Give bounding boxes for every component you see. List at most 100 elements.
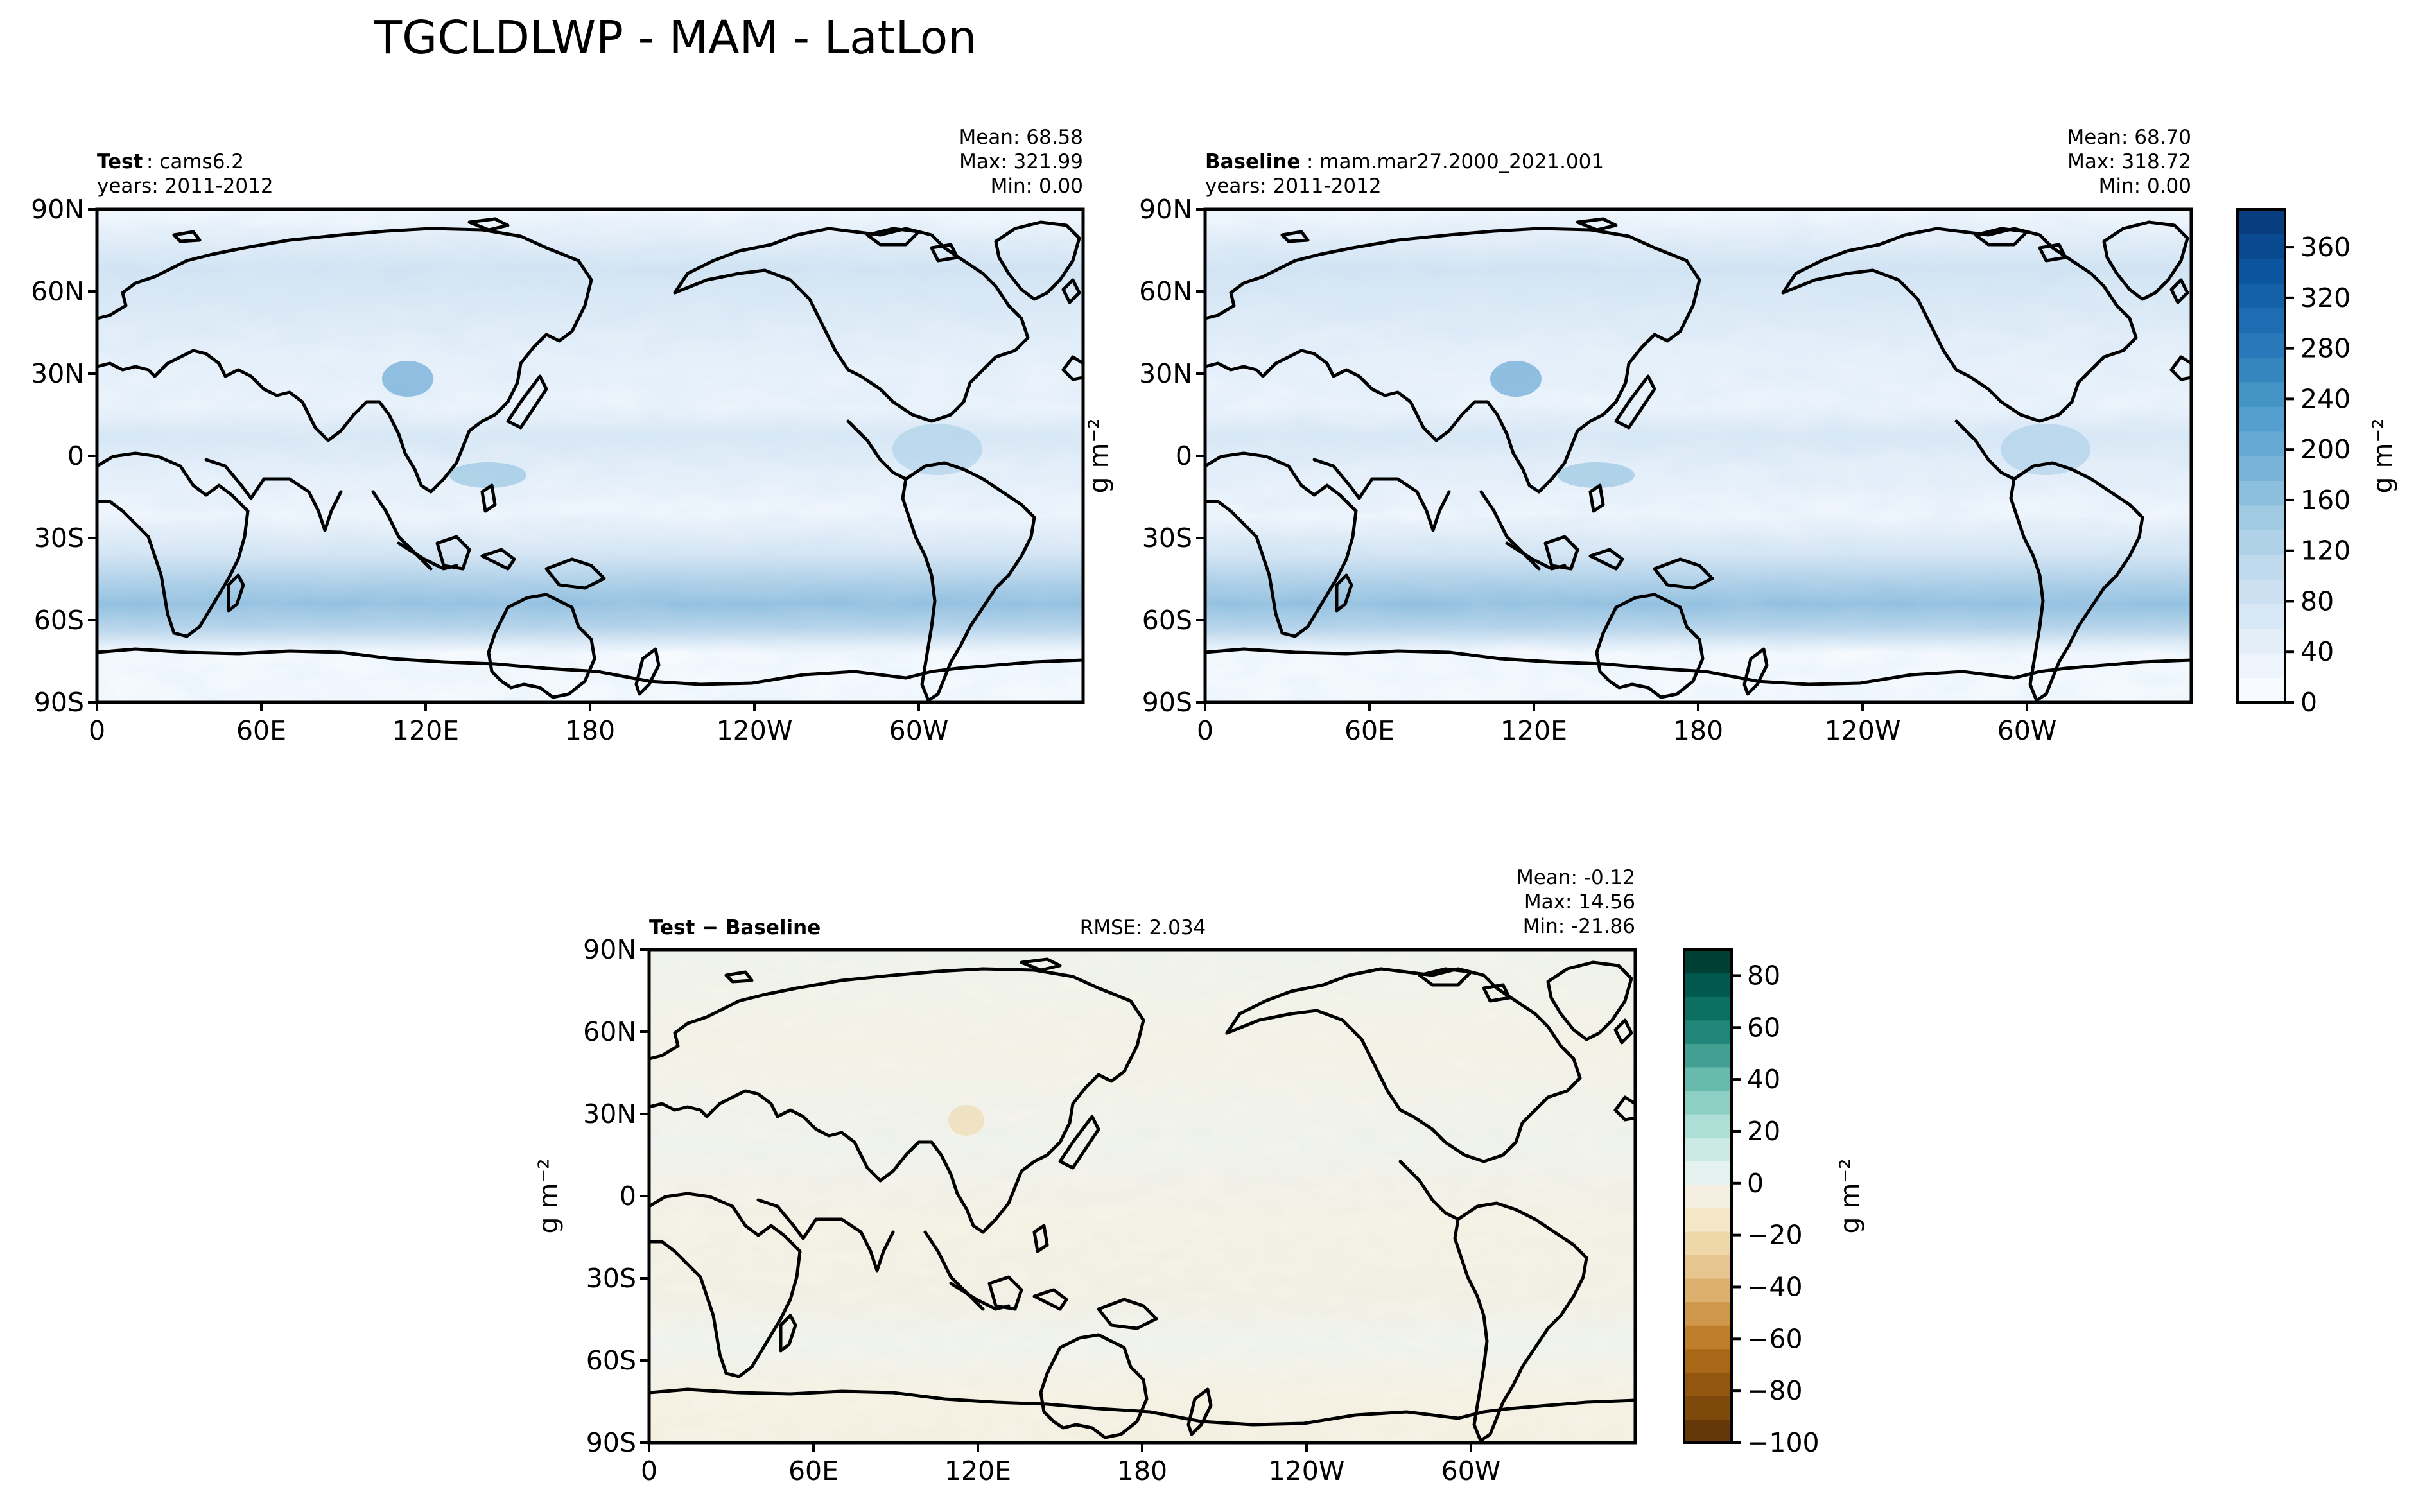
cb-top-tick-label: 320 — [2300, 282, 2351, 313]
cb-top-tick-label: 200 — [2300, 434, 2351, 465]
cb-top-swatch — [2238, 308, 2285, 333]
baseline-field-warm-pool — [1558, 462, 1635, 488]
cb-diff-tick-label: −80 — [1747, 1375, 1803, 1406]
diff-lat-tick-label: 60S — [586, 1345, 636, 1376]
test-lat-tick-label: 30S — [34, 523, 84, 553]
baseline-lon-tick-label: 60W — [1997, 715, 2057, 746]
test-label-bold: Test — [97, 150, 143, 173]
diff-lon-tick-label: 0 — [641, 1456, 657, 1486]
cb-diff-tick-label: −20 — [1747, 1220, 1803, 1251]
test-field-warm-pool — [449, 462, 526, 488]
colorbar-top: 0 40 80 120 160 200 240 280 320 360 — [2236, 208, 2351, 718]
cb-top-tick-label: 240 — [2300, 383, 2351, 414]
cb-diff-swatch — [1684, 1208, 1732, 1232]
cb-diff-swatch — [1684, 1161, 1732, 1185]
colorbar-diff-label: g m⁻² — [1834, 1158, 1865, 1233]
cb-diff-swatch — [1684, 1348, 1732, 1373]
cb-top-swatch — [2238, 357, 2285, 383]
baseline-lat-tick-label: 60S — [1142, 605, 1192, 636]
baseline-field-china-max — [1490, 361, 1542, 397]
cb-top-swatch — [2238, 628, 2285, 654]
cb-diff-tick-label: −40 — [1747, 1271, 1803, 1302]
test-lon-tick-label: 60W — [889, 715, 949, 746]
diff-lat-tick-label: 90S — [586, 1427, 636, 1458]
test-label-text: : cams6.2 — [146, 150, 244, 173]
cb-diff-swatch — [1684, 1255, 1732, 1279]
colorbar-diff: 80 60 40 20 0 −20 −40 −60 −80 −100 — [1683, 948, 1820, 1458]
cb-top-swatch — [2238, 431, 2285, 456]
diff-stat-min: Min: -21.86 — [1523, 915, 1635, 938]
diff-lon-tick-label: 60W — [1441, 1456, 1501, 1486]
cb-top-tick-label: 160 — [2300, 485, 2351, 516]
cb-diff-tick-label: −100 — [1747, 1427, 1820, 1458]
cb-diff-tick-label: 80 — [1747, 960, 1780, 991]
cb-top-swatch — [2238, 653, 2285, 679]
baseline-label-text: : mam.mar27.2000_2021.001 — [1307, 150, 1604, 173]
diff-lat-tick-label: 30S — [586, 1263, 636, 1294]
panel-test: Test : cams6.2 years: 2011-2012 Mean: 68… — [31, 126, 1085, 746]
cb-diff-swatch — [1684, 996, 1732, 1021]
cb-diff-swatch — [1684, 1325, 1732, 1350]
baseline-label-bold: Baseline — [1205, 150, 1300, 173]
baseline-stat-mean: Mean: 68.70 — [2067, 126, 2191, 149]
diff-lon-tick-label: 120W — [1269, 1456, 1345, 1486]
diff-lat-tick-label: 90N — [583, 934, 636, 965]
test-stat-mean: Mean: 68.58 — [959, 126, 1083, 149]
cb-diff-tick-label: 20 — [1747, 1116, 1780, 1147]
cb-top-swatch — [2238, 209, 2285, 234]
cb-diff-tick-label: −60 — [1747, 1323, 1803, 1354]
cb-diff-swatch — [1684, 1090, 1732, 1115]
cb-diff-swatch — [1684, 950, 1732, 974]
cb-top-swatch — [2238, 258, 2285, 284]
cb-top-swatch — [2238, 456, 2285, 481]
test-years: years: 2011-2012 — [97, 175, 274, 198]
cb-top-tick-label: 40 — [2300, 636, 2334, 667]
baseline-lat-tick-label: 0 — [1176, 440, 1192, 471]
test-lat-tick-label: 90N — [31, 194, 84, 225]
test-lat-tick-label: 90S — [34, 687, 84, 718]
test-field-amazon — [892, 424, 982, 475]
test-lat-tick-label: 30N — [31, 358, 84, 389]
diff-lat-tick-label: 30N — [583, 1099, 636, 1129]
cb-diff-tick-label: 0 — [1747, 1168, 1764, 1199]
cb-diff-swatch — [1684, 1419, 1732, 1443]
cb-diff-swatch — [1684, 1372, 1732, 1396]
baseline-lon-tick-label: 0 — [1197, 715, 1213, 746]
cb-diff-swatch — [1684, 1231, 1732, 1256]
baseline-stat-min: Min: 0.00 — [2099, 175, 2191, 198]
cb-diff-swatch — [1684, 1137, 1732, 1161]
cb-diff-frame — [1683, 948, 1733, 1444]
diff-lat-tick-label: 60N — [583, 1016, 636, 1047]
cb-top-swatch — [2238, 604, 2285, 629]
diff-lon-tick-label: 180 — [1117, 1456, 1167, 1486]
test-lon-tick-label: 180 — [565, 715, 615, 746]
test-stat-max: Max: 321.99 — [959, 150, 1083, 173]
cb-top-swatch — [2238, 406, 2285, 432]
cb-diff-tick-label: 60 — [1747, 1012, 1780, 1043]
diff-stat-max: Max: 14.56 — [1524, 891, 1635, 914]
cb-diff-swatch — [1684, 1395, 1732, 1420]
cb-diff-swatch — [1684, 1020, 1732, 1044]
cb-top-swatch — [2238, 505, 2285, 530]
test-lat-tick-label: 60N — [31, 276, 84, 307]
baseline-lon-tick-label: 120E — [1500, 715, 1567, 746]
test-lon-tick-label: 120W — [717, 715, 793, 746]
cb-diff-swatch — [1684, 1278, 1732, 1303]
test-lat-tick-label: 0 — [67, 440, 84, 471]
baseline-lat-tick-label: 60N — [1139, 276, 1192, 307]
cb-diff-swatch — [1684, 1043, 1732, 1068]
cb-top-swatch — [2238, 554, 2285, 580]
cb-top-tick-label: 280 — [2300, 333, 2351, 364]
cb-top-swatch — [2238, 530, 2285, 555]
top-ylabel: g m⁻² — [1083, 418, 1114, 493]
cb-diff-tick-label: 40 — [1747, 1064, 1780, 1095]
cb-diff-swatch — [1684, 973, 1732, 997]
test-lon-tick-label: 60E — [236, 715, 286, 746]
baseline-lon-tick-label: 180 — [1673, 715, 1723, 746]
test-lon-tick-label: 120E — [392, 715, 459, 746]
cb-top-swatch — [2238, 579, 2285, 604]
figure-title: TGCLDLWP - MAM - LatLon — [374, 11, 977, 64]
cb-top-tick-label: 360 — [2300, 232, 2351, 263]
